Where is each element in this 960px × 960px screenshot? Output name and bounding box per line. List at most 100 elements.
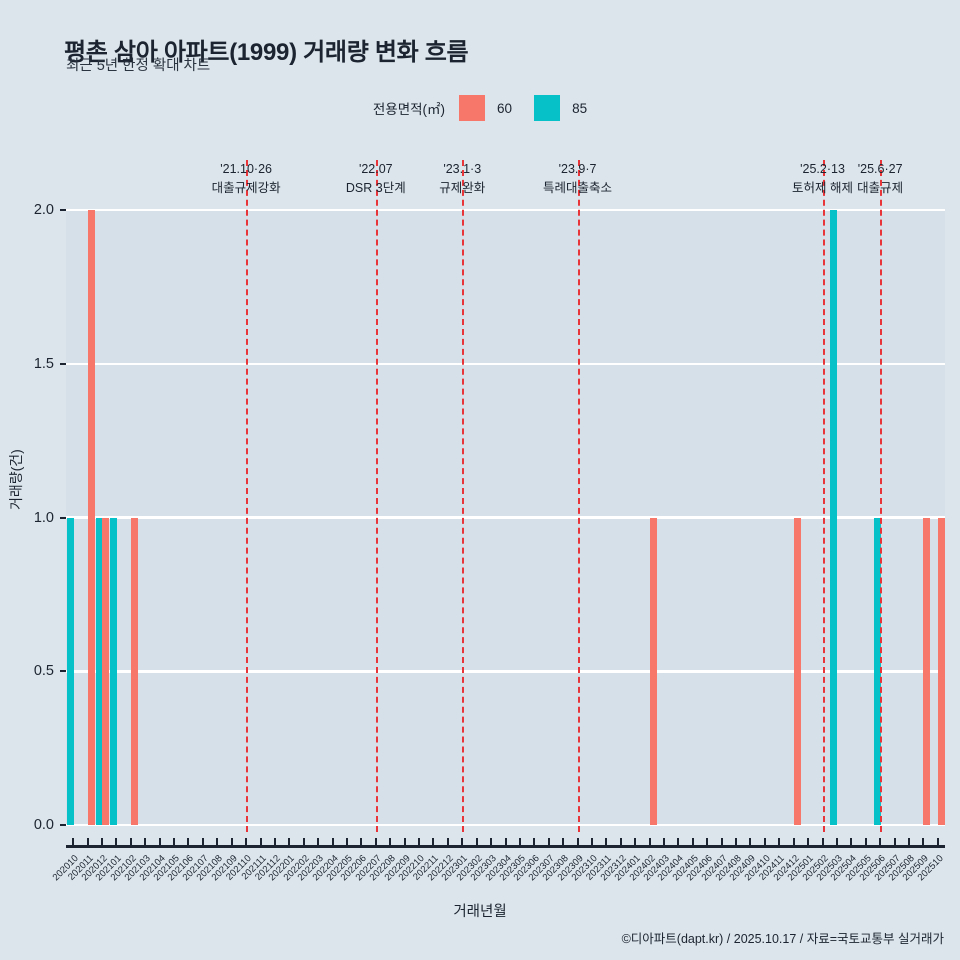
x-tick-mark — [504, 838, 507, 848]
x-tick-mark — [173, 838, 176, 848]
bar-60-202402[interactable] — [649, 517, 657, 825]
plot-area — [66, 208, 945, 827]
x-tick-mark — [418, 838, 421, 848]
x-tick-mark — [374, 838, 377, 848]
chart-legend: 전용면적(㎡) 60 85 — [0, 95, 960, 121]
page-title: 평촌 삼아 아파트(1999) 거래량 변화 흐름 — [64, 39, 469, 67]
x-tick-mark — [634, 838, 637, 848]
x-tick-mark — [216, 838, 219, 848]
x-tick-mark — [547, 838, 550, 848]
gridline — [66, 823, 945, 827]
x-tick-mark — [835, 838, 838, 848]
x-tick-mark — [879, 838, 882, 848]
x-tick-mark — [763, 838, 766, 848]
x-tick-mark — [389, 838, 392, 848]
bar-85-202503[interactable] — [830, 210, 838, 825]
legend-label-85: 85 — [572, 100, 588, 116]
x-tick-mark — [677, 838, 680, 848]
legend-swatch-85 — [534, 95, 561, 121]
bar-85-202506[interactable] — [873, 517, 881, 825]
gridline — [66, 362, 945, 366]
legend-label-60: 60 — [497, 100, 513, 116]
x-tick-mark — [245, 838, 248, 848]
x-tick-mark — [288, 838, 291, 848]
legend-item-85[interactable]: 85 — [534, 95, 587, 121]
x-tick-mark — [807, 838, 810, 848]
x-tick-mark — [907, 838, 910, 848]
gridline — [66, 208, 945, 212]
y-axis: 0.0 0.5 1.0 1.5 2.0 — [0, 0, 66, 960]
x-tick-mark — [432, 838, 435, 848]
y-tick-label: 1.0 — [33, 509, 54, 526]
bar-85-202012[interactable] — [95, 517, 103, 825]
event-line-202309 — [577, 160, 580, 832]
x-tick-mark — [490, 838, 493, 848]
legend-item-60[interactable]: 60 — [459, 95, 534, 121]
x-tick-mark — [663, 838, 665, 848]
x-tick-mark — [230, 838, 233, 848]
event-line-202301 — [462, 160, 465, 832]
x-tick-mark — [893, 838, 896, 848]
x-tick-mark — [605, 838, 608, 848]
x-tick-mark — [864, 838, 867, 848]
x-tick-mark — [446, 838, 449, 848]
bar-60-202510[interactable] — [937, 517, 945, 825]
x-tick-mark — [562, 838, 565, 848]
gridline — [66, 516, 945, 519]
footer-credit: ©디아파트(dapt.kr) / 2025.10.17 / 자료=국토교통부 실… — [621, 932, 944, 946]
x-tick-mark — [720, 838, 723, 848]
y-tick-mark — [60, 516, 66, 519]
x-tick-mark — [144, 838, 147, 848]
x-tick-mark — [576, 838, 579, 848]
x-tick-mark — [331, 838, 334, 848]
y-tick-mark — [60, 209, 66, 211]
x-tick-mark — [735, 838, 738, 848]
x-tick-mark — [922, 838, 925, 848]
x-tick-mark — [706, 838, 709, 848]
x-tick-mark — [403, 838, 406, 848]
x-tick-mark — [72, 838, 75, 848]
x-tick-mark — [345, 838, 348, 848]
bar-60-202102[interactable] — [130, 517, 138, 825]
x-tick-mark — [360, 838, 363, 848]
x-tick-mark — [187, 838, 190, 848]
x-tick-mark — [201, 838, 204, 848]
x-tick-mark — [129, 838, 132, 848]
y-tick-label: 0.0 — [33, 817, 54, 833]
bar-60-202412[interactable] — [793, 517, 801, 825]
x-tick-mark — [115, 838, 118, 848]
bar-85-202101[interactable] — [109, 517, 117, 825]
x-tick-mark — [936, 838, 939, 848]
x-tick-mark — [821, 838, 824, 848]
x-tick-mark — [749, 838, 752, 848]
x-tick-mark — [590, 838, 593, 848]
bar-85-202010[interactable] — [66, 517, 74, 825]
legend-title: 전용면적(㎡) — [372, 102, 446, 117]
x-tick-mark — [461, 838, 464, 848]
x-axis-title: 거래년월 — [453, 904, 507, 920]
page-subtitle: 최근 5년 한정 확대 차트 — [66, 58, 211, 74]
y-tick-mark — [60, 670, 66, 673]
x-tick-mark — [792, 838, 795, 848]
x-tick-mark — [648, 838, 651, 848]
bar-60-202509[interactable] — [923, 517, 931, 825]
x-tick-mark — [691, 838, 694, 848]
x-tick-mark — [86, 838, 89, 848]
y-tick-label: 0.5 — [33, 663, 54, 680]
x-tick-mark — [850, 838, 853, 848]
y-axis-title: 거래량(건) — [8, 449, 24, 510]
y-tick-label: 2.0 — [33, 202, 54, 218]
gridline — [66, 670, 945, 673]
bar-60-202012[interactable] — [102, 517, 110, 825]
event-line-202506 — [880, 160, 883, 832]
legend-swatch-60 — [459, 95, 486, 121]
y-tick-mark — [60, 824, 66, 826]
event-line-202502 — [822, 160, 825, 832]
event-line-202110 — [246, 160, 249, 832]
bar-60-202011[interactable] — [87, 210, 95, 825]
x-tick-mark — [317, 838, 320, 848]
y-tick-label: 1.5 — [33, 355, 54, 372]
event-line-202207 — [375, 160, 378, 832]
x-tick-mark — [158, 838, 161, 848]
